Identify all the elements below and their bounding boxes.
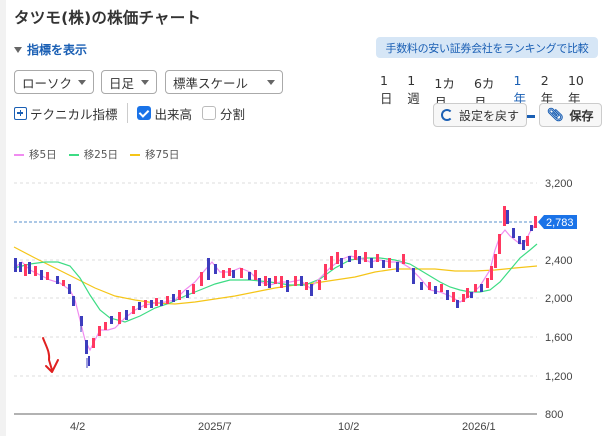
annotation-arrow-icon [42,337,59,373]
scale-value: 標準スケール [173,75,249,91]
y-tick-2000: 2,000 [545,293,573,305]
chart-type-select[interactable]: ローソク [14,70,94,94]
technical-indicators-link[interactable]: テクニカル指標 [30,106,118,122]
split-checkbox[interactable] [202,106,217,120]
y-tick-3200: 3,200 [545,178,573,190]
chart-options: テクニカル指標 出来高 分割 [14,103,245,123]
x-tick-4-2: 4/2 [70,421,85,433]
interval-select[interactable]: 日足 [101,70,157,94]
broker-ranking-button[interactable]: 手数料の安い証券会社をランキングで比較 [376,37,598,58]
legend-label: 移25日 [83,149,119,161]
triangle-down-icon [14,46,22,53]
volume-label: 出来高 [154,106,193,122]
tab-2y[interactable]: 2年 [540,73,554,106]
volume-checkbox[interactable] [136,106,151,120]
chevron-down-icon [267,80,275,85]
show-indicators-toggle[interactable]: 指標を表示 [14,41,87,58]
save-label: 保存 [569,108,594,123]
page-title: タツモ(株)の株価チャート [14,9,202,27]
refresh-icon [441,109,453,121]
current-price-badge: 2,783 [538,215,577,229]
y-tick-2400: 2,400 [545,255,573,267]
x-tick-10-2: 10/2 [338,421,359,433]
ma5-line [13,221,538,352]
tab-10y[interactable]: 10年 [567,73,584,106]
y-tick-1600: 1,600 [545,332,573,344]
price-chart[interactable]: 3,200 2,400 2,000 1,600 1,200 800 2,783 … [0,168,603,436]
tab-1w[interactable]: 1週 [407,73,420,106]
current-price-value: 2,783 [546,217,574,229]
legend-ma5: 移5日 [14,147,57,162]
show-indicators-label: 指標を表示 [27,43,88,57]
ma75-line [13,246,538,305]
tab-1d[interactable]: 1日 [380,73,393,106]
x-tick-2026-1: 2026/1 [462,421,496,433]
legend-label: 移5日 [29,149,57,161]
page-edge [0,0,6,436]
divider [126,103,128,123]
save-button[interactable]: 📎︎ 保存 [539,103,602,127]
interval-value: 日足 [109,75,135,91]
legend-ma25: 移25日 [68,147,119,162]
candlesticks [14,206,537,368]
split-label: 分割 [220,106,246,122]
legend-swatch [68,153,79,156]
y-tick-1200: 1,200 [545,371,573,383]
reset-settings-label: 設定を戻す [459,108,520,123]
legend-label: 移75日 [145,149,180,161]
legend-swatch [14,153,24,156]
legend-swatch [130,153,141,156]
chevron-down-icon [141,80,149,85]
legend-ma75: 移75日 [130,147,179,162]
x-tick-2025-7: 2025/7 [198,421,232,433]
plus-box-icon[interactable] [14,106,27,120]
scale-select[interactable]: 標準スケール [165,70,283,94]
chevron-down-icon [78,80,86,85]
chart-type-value: ローソク [22,75,73,91]
paperclip-icon: 📎︎ [547,107,564,123]
reset-settings-button[interactable]: 設定を戻す [433,103,528,127]
chart-legend: 移5日 移25日 移75日 [14,147,179,162]
y-tick-800: 800 [545,409,563,421]
